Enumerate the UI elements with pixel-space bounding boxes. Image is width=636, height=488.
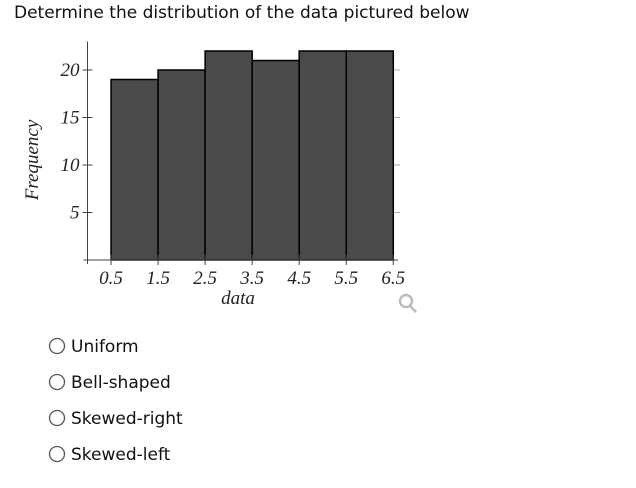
bar <box>251 59 300 261</box>
y-tick-label: 10 <box>61 155 81 176</box>
option-label[interactable]: Bell-shaped <box>71 373 171 393</box>
x-tick-label: 4.5 <box>287 268 311 289</box>
bar <box>298 50 348 261</box>
x-tick-label: 2.5 <box>193 268 217 289</box>
zoom-icon[interactable] <box>398 293 417 313</box>
question: Determine the distribution of the data p… <box>14 3 470 23</box>
bar <box>204 50 253 261</box>
bar <box>345 50 395 261</box>
x-tick-label: 3.5 <box>239 268 264 289</box>
x-axis-label: data <box>221 288 255 309</box>
radio-button[interactable] <box>48 409 66 427</box>
y-axis-label: Frequency <box>22 119 43 201</box>
option-label[interactable]: Skewed-left <box>71 445 171 465</box>
bar <box>157 69 206 261</box>
x-tick-label: 1.5 <box>146 268 170 289</box>
radio-button[interactable] <box>48 373 66 391</box>
x-tick-label: 0.5 <box>99 268 123 289</box>
radio-button[interactable] <box>48 445 66 463</box>
radio-button[interactable] <box>48 337 66 355</box>
option-label[interactable]: Skewed-right <box>71 409 183 429</box>
x-tick-label: 5.5 <box>334 268 358 289</box>
y-tick-label: 20 <box>61 60 81 81</box>
y-tick-label: 15 <box>61 108 80 129</box>
x-tick-label: 6.5 <box>381 268 405 289</box>
bar <box>110 78 159 261</box>
option-label[interactable]: Uniform <box>71 337 139 357</box>
y-tick-label: 5 <box>70 203 80 224</box>
